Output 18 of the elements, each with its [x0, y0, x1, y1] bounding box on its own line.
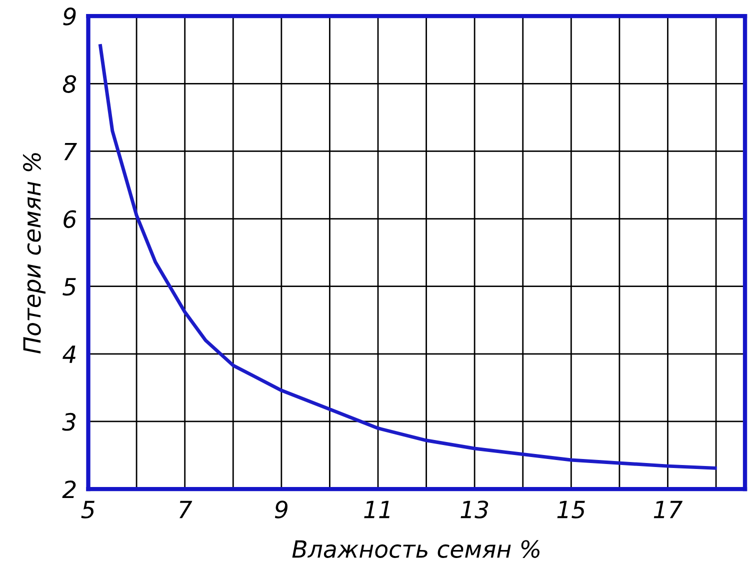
y-tick-label: 9 — [63, 8, 76, 26]
x-tick-label: 15 — [557, 500, 585, 518]
x-tick-label: 7 — [180, 500, 192, 518]
y-tick-label: 3 — [62, 412, 76, 431]
x-tick-label: 9 — [274, 500, 288, 518]
y-tick-label: 4 — [62, 346, 76, 363]
y-axis-title: Потери семян % — [23, 153, 46, 354]
y-tick-label: 5 — [62, 278, 76, 296]
y-tick-label: 8 — [62, 75, 76, 93]
y-tick-label: 7 — [64, 142, 77, 160]
line-series — [98, 44, 717, 470]
x-tick-label: 13 — [460, 500, 488, 518]
x-tick-label: 17 — [654, 500, 683, 518]
x-tick-label: 11 — [364, 500, 390, 518]
x-axis-title: Влажность семян % — [292, 540, 540, 558]
y-tick-label: 6 — [64, 210, 76, 228]
x-tick-label: 5 — [81, 500, 94, 518]
y-tick-label: 2 — [62, 480, 76, 498]
